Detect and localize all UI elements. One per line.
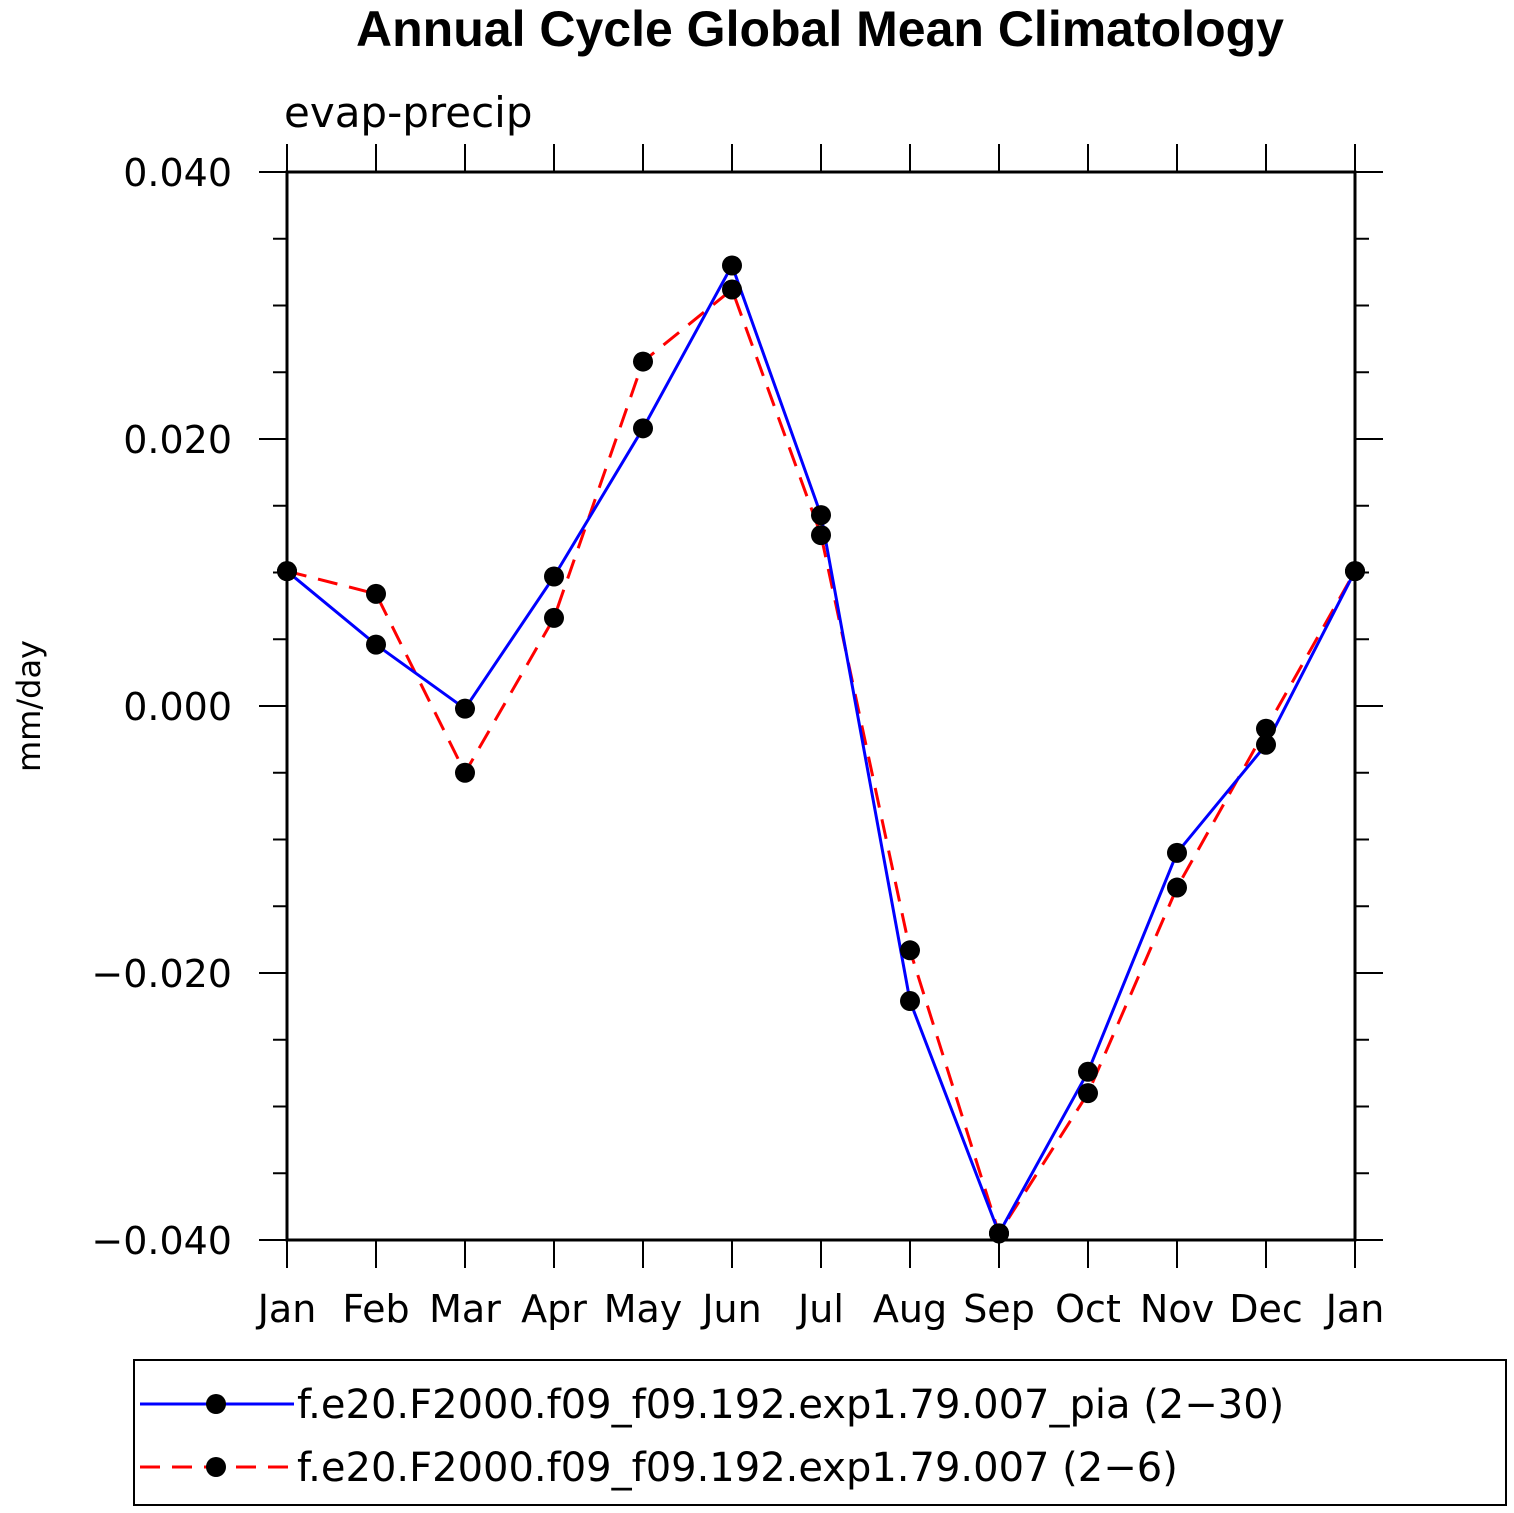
series-2-point [455, 762, 475, 783]
x-axis-ticks: Jan Feb Mar Apr May Jun Jul Aug Sep Oct Nov Dec Jan [256, 144, 1385, 1331]
series-2-point [811, 525, 831, 546]
series-2-point [366, 583, 386, 604]
series-line-2 [286, 286, 1357, 1237]
y-axis-ticks: 0.040 0.020 0.000 −0.020 −0.040 [91, 151, 1383, 1263]
x-tick-label: Apr [521, 1287, 587, 1331]
x-tick-label: Feb [342, 1287, 409, 1331]
series-1-point [633, 418, 653, 439]
series-1-point [1256, 734, 1276, 755]
series-1-point [900, 991, 920, 1012]
y-tick-label: 0.020 [123, 418, 232, 462]
legend: f.e20.F2000.f09_f09.192.exp1.79.007_pia … [140, 1382, 1284, 1491]
legend-marker-2 [206, 1457, 226, 1477]
series-2-point [900, 940, 920, 961]
x-tick-label: Aug [873, 1287, 947, 1331]
series-1-point [455, 698, 475, 719]
x-tick-label: Mar [429, 1287, 501, 1331]
x-tick-label: May [604, 1287, 683, 1331]
series-line-1 [286, 261, 1357, 1237]
x-tick-label: Jun [700, 1287, 761, 1331]
y-tick-label: −0.020 [91, 952, 232, 996]
series-2-point [544, 607, 564, 628]
legend-label-2: f.e20.F2000.f09_f09.192.exp1.79.007 (2−6… [297, 1445, 1178, 1491]
legend-label-1: f.e20.F2000.f09_f09.192.exp1.79.007_pia … [297, 1382, 1284, 1428]
plot-frame [285, 170, 1357, 1242]
legend-marker-1 [206, 1394, 226, 1414]
series-2-point [1256, 718, 1276, 739]
series-2-point [989, 1223, 1009, 1244]
legend-box [133, 1359, 1507, 1506]
x-tick-label: Dec [1229, 1287, 1303, 1331]
series-2-point [722, 279, 742, 300]
chart-subtitle: evap-precip [284, 88, 533, 137]
x-tick-label: Jul [796, 1287, 844, 1331]
series-1-point [1167, 842, 1187, 863]
y-axis-label: mm/day [10, 640, 48, 772]
series-2-point [1167, 877, 1187, 898]
y-tick-label: −0.040 [91, 1219, 232, 1263]
series-1-point [722, 255, 742, 276]
series-1-point [1078, 1061, 1098, 1082]
series-2-point [1345, 561, 1365, 582]
chart-title: Annual Cycle Global Mean Climatology [356, 1, 1284, 57]
series-1-point [811, 505, 831, 526]
x-tick-label: Oct [1055, 1287, 1121, 1331]
y-tick-label: 0.040 [123, 151, 232, 195]
y-tick-label: 0.000 [123, 685, 232, 729]
series-1-point [544, 566, 564, 587]
series-1-point [366, 634, 386, 655]
x-tick-label: Jan [1324, 1287, 1385, 1331]
series-layer [277, 255, 1365, 1244]
x-tick-label: Jan [256, 1287, 317, 1331]
series-2-point [277, 561, 297, 582]
series-2-point [1078, 1083, 1098, 1104]
x-tick-label: Sep [963, 1287, 1035, 1331]
x-tick-label: Nov [1140, 1287, 1214, 1331]
series-2-point [633, 351, 653, 372]
